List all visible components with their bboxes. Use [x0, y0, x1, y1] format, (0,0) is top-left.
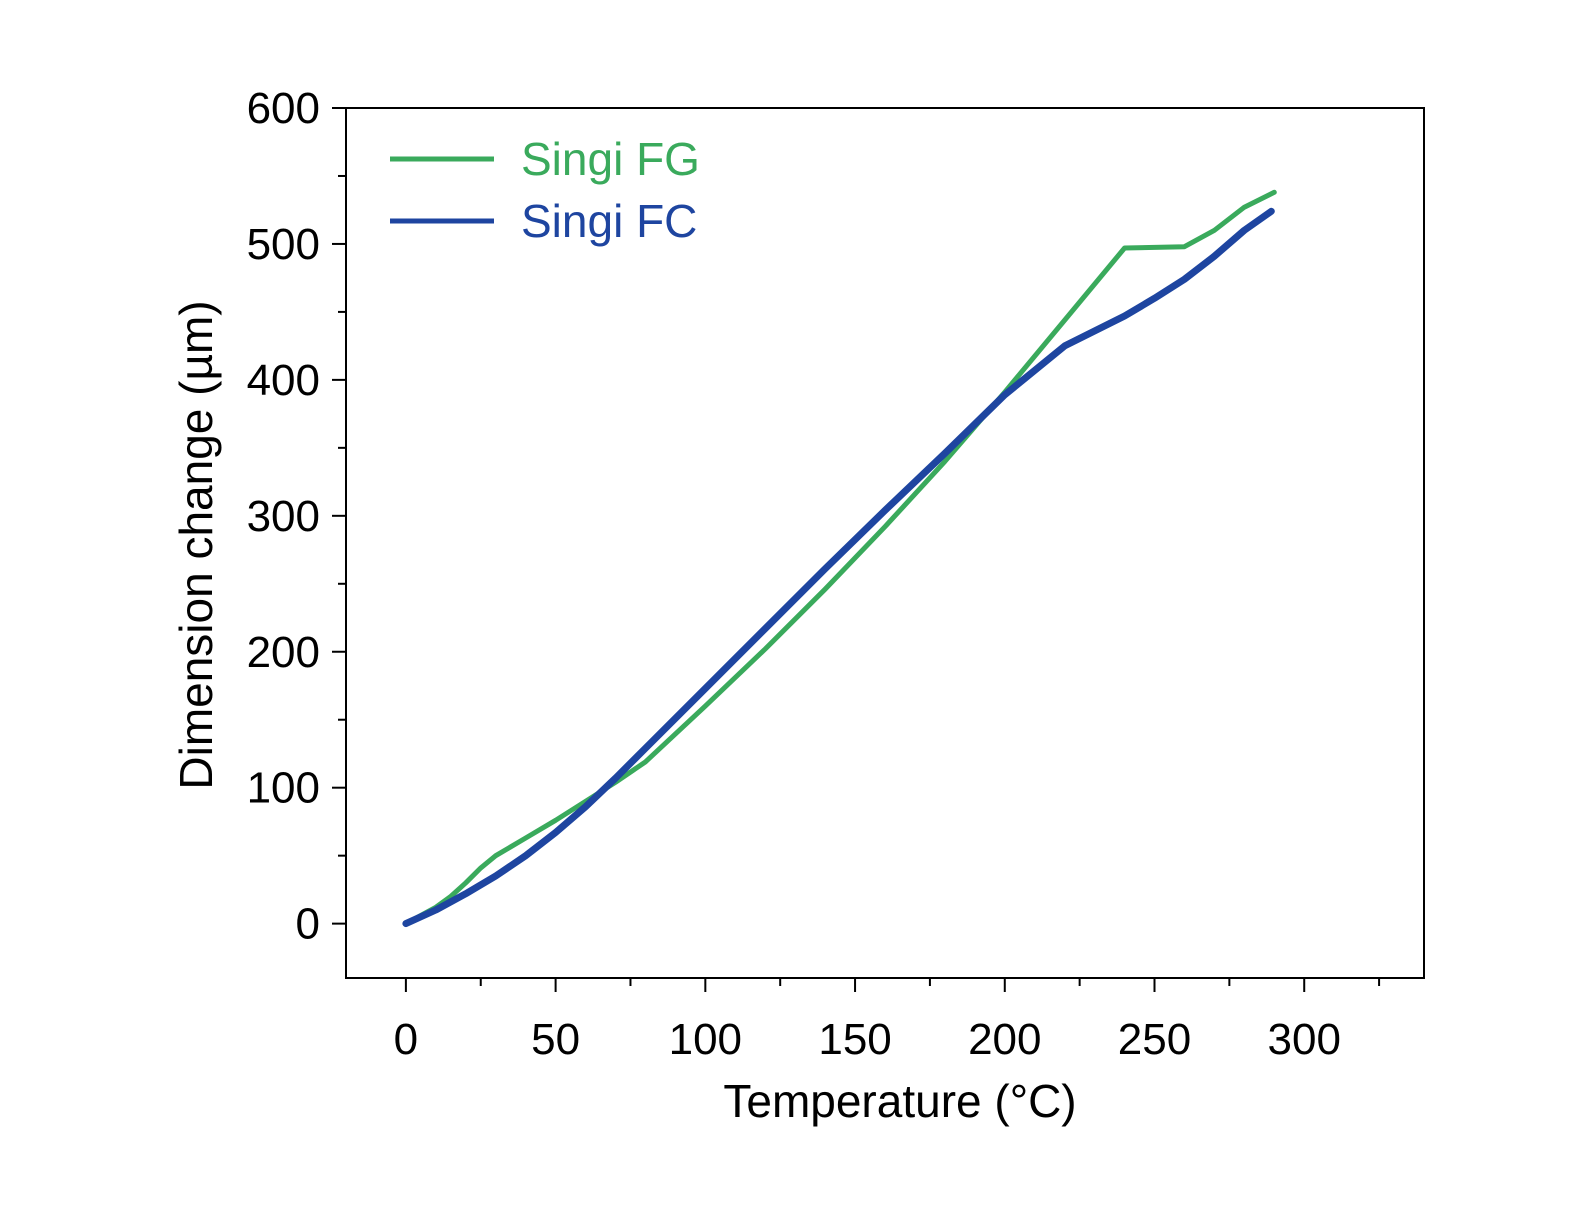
x-tick-label: 0 [394, 1015, 418, 1064]
series-line-singi-fg [403, 189, 1277, 927]
x-tick-label: 50 [531, 1015, 580, 1064]
series-layer [402, 189, 1277, 928]
y-tick-label: 0 [296, 900, 320, 949]
x-tick-label: 300 [1268, 1015, 1341, 1064]
legend: Singi FG Singi FC [390, 133, 700, 247]
legend-label-singi-fc: Singi FC [521, 195, 697, 247]
y-tick-label: 300 [247, 492, 320, 541]
y-tick-label: 200 [247, 628, 320, 677]
series-line-singi-fc [402, 207, 1275, 928]
ticks-layer: 0 50 100 150 200 250 300 0 100 200 300 400 500 600 [247, 84, 1381, 1064]
x-tick-label: 150 [818, 1015, 891, 1064]
x-tick-label: 200 [968, 1015, 1041, 1064]
x-axis-title: Temperature (°C) [723, 1075, 1076, 1127]
legend-label-singi-fg: Singi FG [521, 133, 700, 185]
y-tick-label: 600 [247, 84, 320, 133]
plot-frame [345, 107, 1425, 979]
y-tick-label: 100 [247, 764, 320, 813]
y-tick-label: 500 [247, 220, 320, 269]
y-axis-title: Dimension change (µm) [170, 300, 222, 789]
x-tick-label: 250 [1118, 1015, 1191, 1064]
x-tick-label: 100 [669, 1015, 742, 1064]
y-tick-label: 400 [247, 356, 320, 405]
